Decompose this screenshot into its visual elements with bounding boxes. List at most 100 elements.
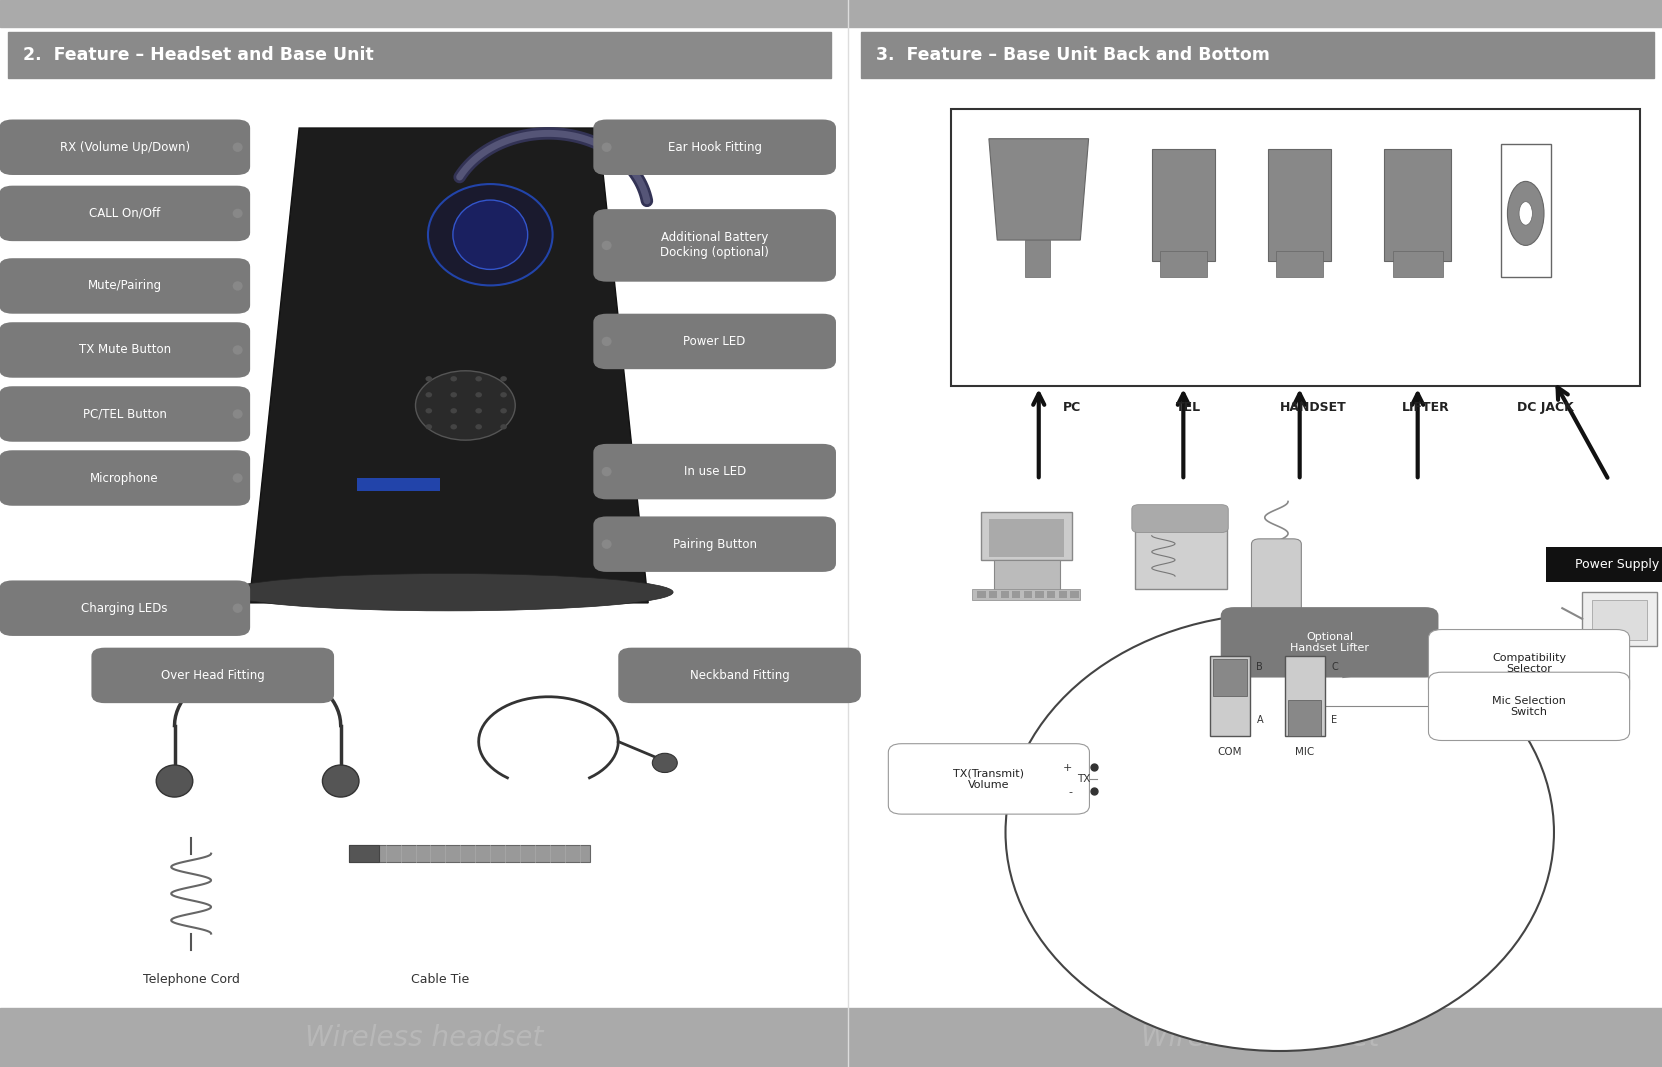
Bar xyxy=(1276,251,1323,277)
Bar xyxy=(1393,251,1443,277)
FancyBboxPatch shape xyxy=(1251,539,1301,614)
Text: Additional Battery
Docking (optional): Additional Battery Docking (optional) xyxy=(660,232,770,259)
Text: C: C xyxy=(1331,662,1338,672)
FancyBboxPatch shape xyxy=(0,120,251,175)
Ellipse shape xyxy=(1519,202,1532,225)
Bar xyxy=(981,512,1072,560)
Text: -: - xyxy=(1069,786,1072,797)
Polygon shape xyxy=(989,139,1089,240)
Bar xyxy=(357,478,440,491)
Bar xyxy=(989,591,997,598)
Ellipse shape xyxy=(322,765,359,797)
Bar xyxy=(1135,509,1227,589)
FancyBboxPatch shape xyxy=(1220,607,1439,678)
Ellipse shape xyxy=(475,408,482,413)
Text: DC JACK: DC JACK xyxy=(1517,401,1574,414)
FancyBboxPatch shape xyxy=(593,516,836,572)
Ellipse shape xyxy=(602,337,612,346)
Bar xyxy=(1024,591,1032,598)
Ellipse shape xyxy=(475,376,482,381)
Bar xyxy=(1501,144,1551,277)
Ellipse shape xyxy=(425,392,432,397)
Bar xyxy=(1210,656,1250,736)
Bar xyxy=(0,0,1662,27)
Bar xyxy=(1213,659,1246,696)
Ellipse shape xyxy=(233,474,243,482)
Ellipse shape xyxy=(652,753,678,773)
Bar xyxy=(8,32,831,78)
FancyBboxPatch shape xyxy=(1429,630,1630,698)
Bar xyxy=(1268,149,1331,261)
FancyBboxPatch shape xyxy=(1132,505,1228,532)
Text: Neckband Fitting: Neckband Fitting xyxy=(690,669,789,682)
Ellipse shape xyxy=(450,425,457,430)
Bar xyxy=(349,845,590,862)
Ellipse shape xyxy=(500,376,507,381)
Ellipse shape xyxy=(1006,614,1554,1051)
Bar xyxy=(1025,240,1050,277)
Text: Over Head Fitting: Over Head Fitting xyxy=(161,669,264,682)
FancyBboxPatch shape xyxy=(888,744,1090,814)
Ellipse shape xyxy=(233,282,243,290)
Text: B: B xyxy=(1256,662,1263,672)
Text: A: A xyxy=(1256,715,1263,726)
Ellipse shape xyxy=(429,184,552,285)
Bar xyxy=(861,32,1654,78)
Ellipse shape xyxy=(450,392,457,397)
Ellipse shape xyxy=(500,392,507,397)
Ellipse shape xyxy=(224,574,673,610)
Text: PC: PC xyxy=(1064,401,1080,414)
Text: 3.  Feature – Base Unit Back and Bottom: 3. Feature – Base Unit Back and Bottom xyxy=(876,46,1270,64)
Ellipse shape xyxy=(425,376,432,381)
Text: TX: TX xyxy=(1077,774,1090,784)
FancyBboxPatch shape xyxy=(0,450,251,506)
Ellipse shape xyxy=(425,425,432,430)
Text: Wireless headset: Wireless headset xyxy=(1140,1024,1379,1052)
Text: Mute/Pairing: Mute/Pairing xyxy=(88,280,161,292)
Bar xyxy=(972,589,1080,600)
Bar xyxy=(349,845,379,862)
FancyBboxPatch shape xyxy=(1429,672,1630,740)
FancyBboxPatch shape xyxy=(91,648,334,703)
FancyBboxPatch shape xyxy=(0,322,251,378)
Ellipse shape xyxy=(452,201,529,269)
Text: In use LED: In use LED xyxy=(683,465,746,478)
Ellipse shape xyxy=(500,408,507,413)
Ellipse shape xyxy=(475,425,482,430)
Ellipse shape xyxy=(602,540,612,548)
Ellipse shape xyxy=(1507,181,1544,245)
FancyBboxPatch shape xyxy=(593,314,836,369)
FancyBboxPatch shape xyxy=(593,120,836,175)
Bar xyxy=(0,1008,1662,1067)
Text: Optional
Handset Lifter: Optional Handset Lifter xyxy=(1290,632,1369,653)
Text: PC/TEL Button: PC/TEL Button xyxy=(83,408,166,420)
Ellipse shape xyxy=(233,143,243,152)
Bar xyxy=(1582,592,1657,646)
Bar xyxy=(1035,591,1044,598)
Text: RX (Volume Up/Down): RX (Volume Up/Down) xyxy=(60,141,189,154)
FancyBboxPatch shape xyxy=(593,444,836,499)
FancyBboxPatch shape xyxy=(0,386,251,442)
Text: HANDSET: HANDSET xyxy=(1280,401,1346,414)
Bar xyxy=(994,560,1060,592)
Ellipse shape xyxy=(602,143,612,152)
Text: Ear Hook Fitting: Ear Hook Fitting xyxy=(668,141,761,154)
Text: Cable Tie: Cable Tie xyxy=(411,973,470,986)
Text: Compatibility
Selector: Compatibility Selector xyxy=(1492,653,1566,674)
Ellipse shape xyxy=(425,408,432,413)
FancyBboxPatch shape xyxy=(0,258,251,314)
Bar xyxy=(977,591,986,598)
Ellipse shape xyxy=(500,425,507,430)
Text: COM: COM xyxy=(1218,747,1242,757)
Ellipse shape xyxy=(233,209,243,218)
Ellipse shape xyxy=(602,241,612,250)
Text: Power LED: Power LED xyxy=(683,335,746,348)
Text: E: E xyxy=(1331,715,1338,726)
Ellipse shape xyxy=(233,410,243,418)
Text: TEL: TEL xyxy=(1175,401,1202,414)
FancyBboxPatch shape xyxy=(0,580,251,636)
Text: CALL On/Off: CALL On/Off xyxy=(90,207,160,220)
Text: Telephone Cord: Telephone Cord xyxy=(143,973,239,986)
Text: Pairing Button: Pairing Button xyxy=(673,538,756,551)
Ellipse shape xyxy=(475,392,482,397)
